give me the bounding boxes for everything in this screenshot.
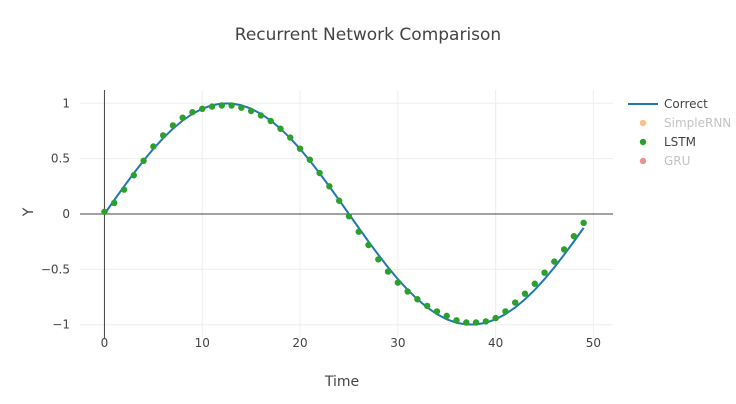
lstm-data-point: [287, 134, 294, 141]
lstm-data-point: [570, 232, 578, 240]
lstm-data-point: [247, 107, 255, 115]
lstm-data-point: [472, 319, 480, 326]
lstm-data-point: [257, 112, 265, 119]
lstm-data-point: [277, 125, 284, 132]
x-tick-label: 0: [101, 336, 109, 350]
lstm-data-point: [414, 296, 421, 303]
lstm-data-point: [551, 258, 558, 265]
lstm-data-point: [531, 280, 538, 287]
legend-item-lstm[interactable]: LSTM: [639, 135, 696, 149]
x-tick-label: 50: [586, 336, 601, 350]
lstm-data-point: [296, 145, 304, 152]
legend-swatch-gru: [639, 157, 647, 165]
lstm-data-point: [560, 246, 568, 253]
lstm-data-point: [482, 318, 490, 325]
lstm-data-point: [238, 104, 245, 111]
lstm-data-point: [355, 228, 362, 235]
lstm-data-point: [140, 157, 147, 165]
lstm-data-point: [502, 308, 509, 315]
lstm-data-point: [199, 105, 206, 113]
legend-label-gru: GRU: [664, 154, 690, 168]
tick-layer: 0 10 20 30 40 50 −1 −0.5 0 0.5 1: [41, 96, 601, 350]
lstm-data-point: [433, 308, 441, 315]
lstm-data-point: [463, 319, 470, 326]
lstm-data-point: [208, 103, 216, 110]
legend-label-lstm: LSTM: [664, 135, 696, 149]
chart-title: Recurrent Network Comparison: [235, 25, 501, 45]
lstm-data-point: [580, 219, 587, 227]
lstm-data-point: [150, 143, 157, 150]
lstm-data-point: [394, 279, 402, 286]
lstm-data-point: [111, 199, 118, 207]
x-axis-title: Time: [324, 374, 359, 390]
lstm-data-point: [101, 208, 108, 215]
y-tick-label: 0.5: [51, 152, 70, 166]
x-tick-label: 30: [390, 336, 405, 350]
lstm-data-point: [443, 312, 450, 320]
lstm-data-point: [521, 290, 529, 297]
lstm-data-point: [512, 299, 519, 306]
lstm-data-point: [423, 302, 431, 310]
y-tick-label: 1: [62, 96, 70, 110]
lstm-data-point: [492, 314, 499, 322]
lstm-data-point: [326, 183, 333, 190]
lstm-data-point: [453, 317, 460, 324]
legend-swatch-lstm: [639, 138, 647, 146]
lstm-data-point: [375, 256, 382, 263]
lstm-data-point: [384, 268, 392, 275]
legend-item-gru[interactable]: GRU: [639, 154, 691, 168]
x-tick-label: 40: [488, 336, 503, 350]
lstm-data-point: [120, 186, 128, 193]
legend-swatch-simplernn: [639, 119, 647, 127]
legend: Correct SimpleRNN LSTM GRU: [628, 97, 731, 168]
y-tick-label: 0: [62, 207, 70, 221]
x-tick-label: 10: [195, 336, 210, 350]
legend-label-simplernn: SimpleRNN: [664, 116, 731, 130]
lstm-data-point: [228, 102, 235, 109]
lstm-data-point: [189, 108, 196, 116]
legend-item-simplernn[interactable]: SimpleRNN: [639, 116, 731, 130]
lstm-data-point: [365, 241, 372, 249]
lstm-data-point: [404, 288, 411, 295]
lstm-data-point: [179, 114, 186, 121]
lstm-data-point: [169, 122, 177, 129]
legend-label-correct: Correct: [664, 97, 708, 111]
lstm-data-point: [335, 197, 343, 204]
lstm-data-point: [267, 117, 274, 125]
lstm-data-point: [306, 156, 314, 163]
series-layer: [101, 102, 587, 326]
axes-layer: [80, 90, 613, 338]
lstm-data-point: [218, 102, 226, 109]
lstm-data-point: [345, 213, 353, 220]
lstm-data-point: [316, 169, 323, 177]
lstm-data-point: [159, 132, 167, 139]
y-tick-label: −0.5: [41, 262, 70, 276]
legend-item-correct[interactable]: Correct: [628, 97, 708, 111]
lstm-data-point: [541, 269, 548, 276]
y-axis-title: Y: [21, 207, 37, 217]
x-tick-label: 20: [292, 336, 307, 350]
y-tick-label: −1: [52, 318, 70, 332]
lstm-data-point: [130, 172, 137, 179]
